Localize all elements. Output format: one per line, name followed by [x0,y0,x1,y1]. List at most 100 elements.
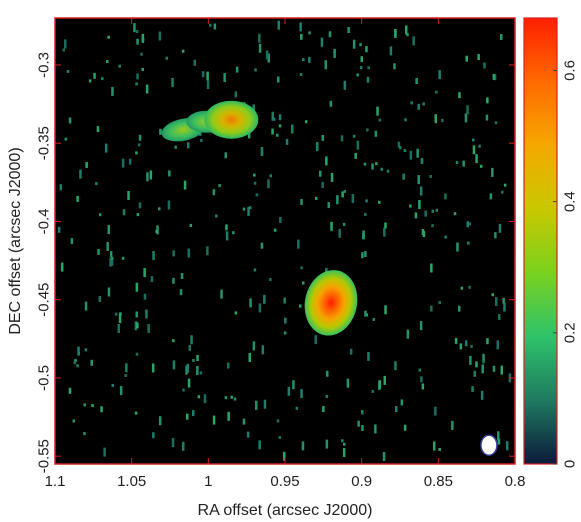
noise-pixel [418,200,421,209]
noise-pixel [357,420,360,427]
noise-pixel [174,145,177,149]
noise-pixel [68,117,72,124]
noise-pixel [346,378,350,388]
noise-pixel [308,56,311,63]
noise-pixel [134,321,138,331]
noise-pixel [406,329,410,339]
noise-pixel [459,343,463,350]
noise-pixel [278,124,282,128]
noise-pixel [397,141,401,148]
noise-pixel [119,312,122,316]
noise-pixel [119,386,123,396]
noise-pixel [441,118,444,122]
noise-pixel [77,346,80,356]
noise-pixel [430,263,433,273]
noise-pixel [354,152,357,159]
noise-pixel [138,134,142,141]
noise-pixel [68,387,72,394]
noise-pixel [111,383,114,387]
noise-pixel [421,383,425,390]
noise-pixel [265,50,269,60]
noise-pixel [480,390,484,400]
south-core-blob [304,270,358,336]
noise-pixel [458,305,461,312]
noise-pixel [404,118,407,122]
noise-pixel [356,140,360,150]
noise-pixel [431,224,434,228]
noise-pixel [283,451,286,461]
noise-pixel [253,173,256,177]
noise-pixel [364,310,367,317]
noise-pixel [403,424,407,431]
colorbar [523,17,558,465]
noise-pixel [146,172,149,182]
noise-pixel [466,221,469,228]
noise-pixel [500,365,503,375]
noise-pixel [419,321,423,331]
noise-pixel [456,242,459,252]
noise-pixel [190,335,193,345]
noise-pixel [302,58,305,61]
noise-pixel [60,262,64,272]
noise-pixel [247,206,250,216]
noise-pixel [76,364,79,368]
noise-pixel [135,352,139,356]
noise-pixel [133,23,136,33]
noise-pixel [455,161,459,164]
noise-pixel [179,289,183,296]
noise-pixel [336,195,339,205]
noise-pixel [498,223,502,233]
noise-pixel [435,208,439,212]
noise-pixel [276,133,279,137]
noise-pixel [104,143,108,153]
noise-pixel [300,33,303,40]
noise-pixel [109,251,113,258]
noise-pixel [183,180,187,190]
noise-pixel [384,222,387,229]
noise-pixel [399,146,402,150]
x-tick-label: 0.8 [505,473,526,490]
x-tick-label: 1.1 [45,473,66,490]
noise-pixel [367,66,370,70]
noise-pixel [302,281,305,285]
noise-pixel [366,128,369,132]
noise-pixel [383,227,386,237]
noise-pixel [482,353,485,363]
noise-pixel [122,209,126,216]
noise-pixel [325,394,329,398]
noise-pixel [494,121,498,125]
noise-pixel [152,251,155,261]
noise-pixel [501,190,504,194]
noise-pixel [351,194,355,203]
noise-pixel [295,406,299,410]
noise-pixel [341,191,344,198]
noise-pixel [136,213,140,217]
noise-pixel [417,175,420,185]
noise-pixel [141,67,144,71]
noise-pixel [284,317,287,324]
noise-pixel [98,213,102,217]
noise-pixel [491,167,494,177]
noise-pixel [342,222,346,226]
noise-pixel [464,113,468,123]
noise-pixel [258,303,262,313]
noise-pixel [103,447,106,457]
noise-pixel [438,301,441,305]
noise-pixel [422,231,426,238]
noise-pixel [486,97,489,104]
emission-layer [161,100,358,336]
noise-pixel [127,191,130,200]
noise-pixel [389,46,393,56]
noise-pixel [278,436,282,439]
plot-background [55,18,515,464]
noise-pixel [258,43,262,53]
noise-pixel [158,207,161,211]
beam-ellipse [480,434,498,456]
noise-pixel [472,138,475,142]
noise-pixel [223,73,226,82]
noise-pixel [418,368,421,372]
noise-pixel [196,355,199,361]
noise-pixel [438,448,441,451]
noise-pixel [106,60,109,63]
